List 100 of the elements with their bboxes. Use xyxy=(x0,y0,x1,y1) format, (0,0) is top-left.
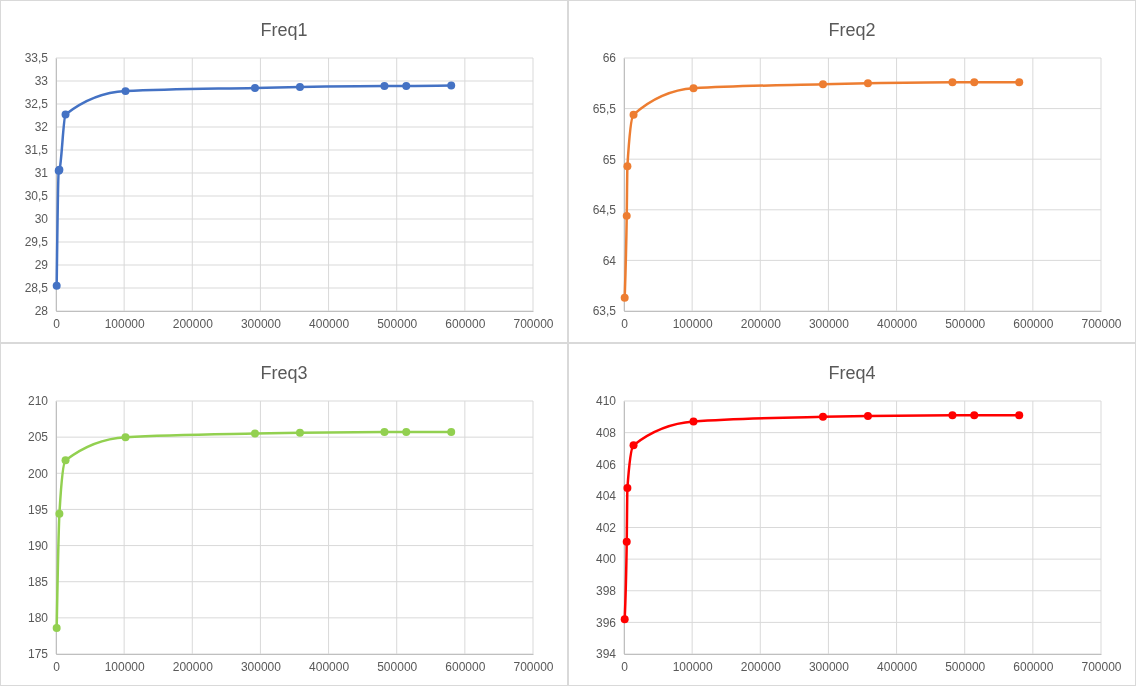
x-tick-label: 600000 xyxy=(1013,659,1054,674)
y-tick-label: 30 xyxy=(34,212,49,227)
y-tick-label: 410 xyxy=(595,394,617,409)
y-tick-label: 32,5 xyxy=(24,97,49,112)
y-tick-label: 404 xyxy=(595,489,617,504)
y-tick-label: 66 xyxy=(602,51,617,66)
point xyxy=(402,82,411,91)
point xyxy=(61,456,70,465)
y-tick-label: 406 xyxy=(595,457,617,472)
y-tick-label: 29,5 xyxy=(24,235,49,250)
point xyxy=(1015,411,1024,420)
point xyxy=(620,615,629,624)
x-tick-label: 400000 xyxy=(877,659,918,674)
y-tick-label: 29 xyxy=(34,258,49,273)
y-tick-label: 396 xyxy=(595,615,617,630)
y-tick-label: 402 xyxy=(595,520,617,535)
x-tick-label: 500000 xyxy=(945,659,986,674)
y-tick-label: 28,5 xyxy=(24,281,49,296)
point xyxy=(61,110,70,119)
point xyxy=(948,78,957,87)
x-tick-label: 0 xyxy=(621,659,629,674)
x-tick-label: 600000 xyxy=(1013,316,1054,331)
x-tick-label: 300000 xyxy=(808,316,850,331)
y-tick-label: 32 xyxy=(34,120,49,135)
point xyxy=(818,80,827,89)
x-tick-label: 300000 xyxy=(240,316,282,331)
y-tick-label: 33,5 xyxy=(24,51,49,66)
chart-title: Freq4 xyxy=(828,363,876,383)
point xyxy=(250,429,259,438)
x-tick-label: 400000 xyxy=(309,659,350,674)
x-tick-label: 400000 xyxy=(309,316,350,331)
x-tick-label: 600000 xyxy=(445,316,486,331)
chart-title: Freq1 xyxy=(260,20,308,40)
point xyxy=(402,428,411,437)
point xyxy=(970,78,979,87)
x-tick-label: 200000 xyxy=(740,659,782,674)
x-tick-label: 200000 xyxy=(172,316,214,331)
point xyxy=(55,509,64,518)
point xyxy=(447,428,456,437)
y-tick-label: 180 xyxy=(27,611,49,626)
y-tick-label: 30,5 xyxy=(24,189,49,204)
point xyxy=(121,433,130,442)
point xyxy=(629,441,638,450)
x-tick-label: 200000 xyxy=(172,659,214,674)
point xyxy=(622,537,631,546)
y-tick-label: 63,5 xyxy=(592,304,617,319)
y-tick-label: 400 xyxy=(595,552,617,567)
point xyxy=(623,162,632,171)
point xyxy=(447,81,456,90)
x-tick-label: 0 xyxy=(53,316,61,331)
point xyxy=(52,624,61,632)
point xyxy=(1015,78,1024,87)
x-tick-label: 600000 xyxy=(445,659,486,674)
point xyxy=(970,411,979,420)
x-tick-label: 0 xyxy=(621,316,629,331)
point xyxy=(250,83,259,92)
point xyxy=(818,412,827,421)
point xyxy=(620,293,629,302)
y-tick-label: 185 xyxy=(27,575,49,590)
y-tick-label: 190 xyxy=(27,538,49,553)
y-tick-label: 28 xyxy=(34,304,49,319)
y-tick-label: 200 xyxy=(27,466,49,481)
x-tick-label: 500000 xyxy=(377,659,418,674)
point xyxy=(629,110,638,119)
x-tick-label: 300000 xyxy=(240,659,282,674)
x-tick-label: 200000 xyxy=(740,316,782,331)
x-tick-label: 500000 xyxy=(945,316,986,331)
point xyxy=(380,82,389,91)
point xyxy=(623,483,632,492)
point xyxy=(863,79,872,88)
point xyxy=(295,428,304,437)
y-tick-label: 65,5 xyxy=(592,101,617,116)
y-tick-label: 195 xyxy=(27,502,49,517)
point xyxy=(121,87,130,96)
x-tick-label: 300000 xyxy=(808,659,850,674)
x-tick-label: 100000 xyxy=(672,659,713,674)
y-tick-label: 205 xyxy=(27,430,49,445)
point xyxy=(380,428,389,437)
y-tick-label: 31,5 xyxy=(24,143,49,158)
point xyxy=(863,412,872,420)
x-tick-label: 500000 xyxy=(377,316,418,331)
x-tick-label: 700000 xyxy=(1081,659,1122,674)
y-tick-label: 65 xyxy=(602,152,617,167)
x-tick-label: 0 xyxy=(53,659,61,674)
x-tick-label: 400000 xyxy=(877,316,918,331)
y-tick-label: 398 xyxy=(595,584,617,599)
point xyxy=(622,211,631,220)
x-tick-label: 700000 xyxy=(513,316,554,331)
y-tick-label: 210 xyxy=(27,394,49,409)
chart-title: Freq2 xyxy=(828,20,876,40)
point xyxy=(689,84,698,93)
y-tick-label: 31 xyxy=(34,166,49,181)
x-tick-label: 100000 xyxy=(104,659,145,674)
y-tick-label: 64,5 xyxy=(592,203,617,218)
y-tick-label: 408 xyxy=(595,425,617,440)
point xyxy=(948,411,957,420)
x-tick-label: 100000 xyxy=(104,316,145,331)
point xyxy=(295,83,304,91)
x-tick-label: 700000 xyxy=(513,659,554,674)
y-tick-label: 175 xyxy=(27,647,49,662)
